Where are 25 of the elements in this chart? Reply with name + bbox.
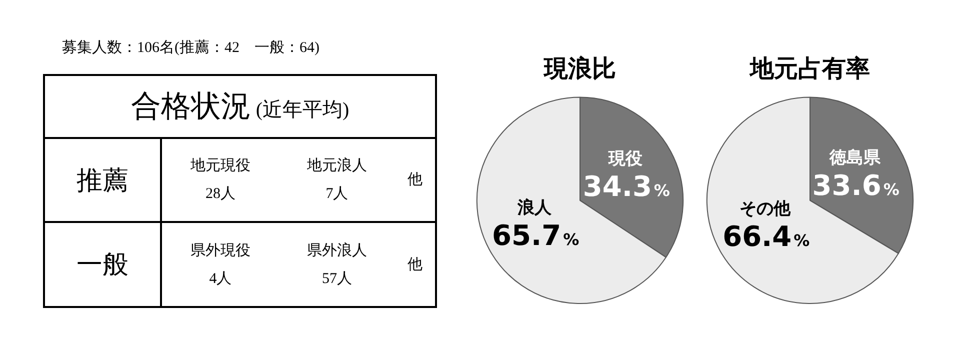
slice-label: その他 <box>740 198 792 219</box>
data-label: 33.6% <box>812 169 900 202</box>
text: 地元現役 <box>189 156 252 176</box>
text: 他 <box>395 138 436 222</box>
slice-label: 徳島県 <box>828 148 882 168</box>
text: 推薦 <box>44 138 161 222</box>
chart-title: 現浪比 <box>543 54 616 83</box>
text: 7人 <box>324 185 350 204</box>
chart-title: 地元占有率 <box>749 54 870 83</box>
text: 一般 <box>44 222 161 307</box>
text: (近年平均) <box>254 98 350 121</box>
data-label: 34.3% <box>582 170 670 203</box>
text: 4人 <box>208 270 233 289</box>
text: 募集人数：106名(推薦：42 一般：64) <box>62 38 320 57</box>
text: 他 <box>395 222 436 307</box>
text: 57人 <box>320 270 353 289</box>
text: 県外浪人 <box>306 241 368 261</box>
slice-label: 現役 <box>607 148 644 169</box>
text: 地元浪人 <box>306 156 368 176</box>
data-label: 66.4% <box>722 220 810 253</box>
data-label: 65.7% <box>492 218 580 252</box>
slice-label: 浪人 <box>516 198 553 218</box>
text: 県外現役 <box>189 242 252 261</box>
text: 合格状況 <box>130 90 251 123</box>
text: 28人 <box>204 185 236 204</box>
